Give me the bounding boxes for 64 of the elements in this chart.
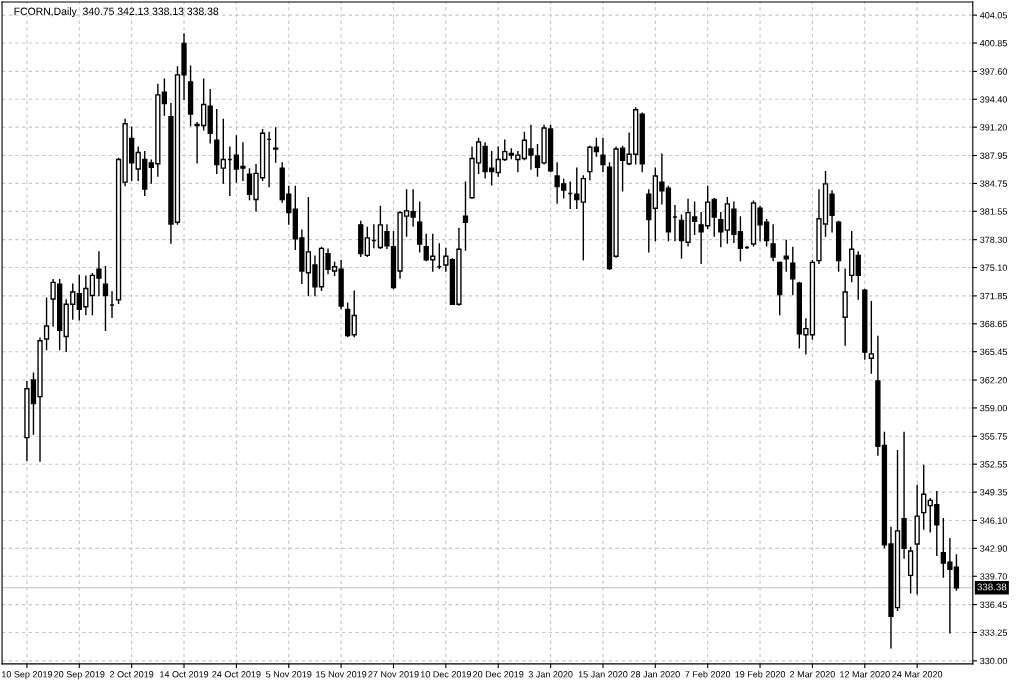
y-tick-label: 394.40 [980, 96, 1007, 103]
y-tick-label: 365.45 [980, 348, 1007, 356]
x-tick-label: 28 Jan 2020 [630, 671, 680, 678]
x-tick-label: 3 Jan 2020 [528, 671, 573, 678]
y-tick-label: 381.55 [980, 208, 1007, 215]
y-tick-label: 400.85 [979, 40, 1007, 47]
x-tick-label: 15 Jan 2020 [578, 671, 628, 678]
y-tick-label: 397.60 [980, 68, 1007, 75]
y-tick-label: 346.10 [980, 517, 1007, 524]
y-tick-label: 333.25 [980, 629, 1007, 636]
x-tick-label: 20 Dec 2019 [473, 671, 524, 678]
x-tick-label: 7 Feb 2020 [685, 670, 731, 678]
x-tick-label: 2 Oct 2019 [110, 671, 154, 678]
y-tick-label: 387.95 [980, 152, 1007, 159]
x-tick-label: 10 Dec 2019 [420, 671, 472, 678]
candlestick [600, 137, 606, 173]
candlestick [921, 464, 927, 530]
candlestick [783, 239, 789, 272]
x-tick-label: 5 Nov 2019 [266, 671, 312, 678]
x-tick-label: 24 Mar 2020 [892, 671, 943, 678]
y-tick-label: 342.90 [980, 545, 1007, 552]
candlestick [868, 300, 874, 374]
x-tick-label: 12 Mar 2020 [840, 671, 890, 678]
candlestick [351, 290, 357, 338]
y-tick-label: 362.20 [980, 377, 1007, 384]
candlestick [711, 197, 717, 237]
x-tick-label: 10 Sep 2019 [2, 671, 53, 680]
y-tick-label: 371.85 [980, 292, 1007, 300]
candlestick [417, 201, 423, 253]
x-tick-label: 19 Feb 2020 [735, 670, 786, 678]
y-tick-label: 349.35 [980, 489, 1007, 496]
y-tick-label: 368.65 [980, 320, 1007, 328]
candlestick [43, 297, 50, 351]
candlestick [364, 226, 370, 257]
y-tick-label: 378.30 [980, 236, 1007, 244]
y-tick-label: 391.20 [980, 124, 1007, 131]
candlestick [574, 167, 580, 209]
y-tick-label: 359.00 [980, 404, 1007, 412]
candlestick [718, 211, 724, 248]
candlestick [102, 265, 109, 332]
x-tick-label: 14 Oct 2019 [160, 671, 209, 678]
y-tick-label: 336.45 [980, 601, 1007, 608]
x-tick-label: 27 Nov 2019 [368, 671, 419, 678]
candlestick [273, 127, 279, 163]
candlestick [770, 224, 776, 262]
x-tick-label: 24 Oct 2019 [212, 671, 261, 678]
y-tick-label: 355.75 [980, 433, 1007, 440]
candlestick [790, 246, 796, 296]
y-tick-label: 339.70 [980, 573, 1007, 580]
candlestick [855, 251, 861, 300]
x-tick-label: 2 Mar 2020 [790, 671, 835, 678]
y-tick-label: 375.10 [980, 264, 1007, 271]
candlestick [161, 78, 168, 116]
candlestick [220, 118, 226, 184]
x-tick-label: 15 Nov 2019 [316, 671, 367, 678]
y-tick-label: 404.05 [979, 12, 1007, 19]
candlestick [462, 181, 469, 251]
y-tick-label: 352.55 [980, 461, 1007, 468]
y-tick-label: 384.75 [980, 180, 1007, 187]
candlestick [580, 175, 586, 261]
chart-title: FCORN,Daily 340.75 342.13 338.13 338.38 [14, 7, 219, 18]
x-tick-label: 20 Sep 2019 [54, 671, 105, 680]
ref-line-label: 338.38 [977, 583, 1007, 591]
y-tick-label: 330.00 [980, 657, 1007, 665]
